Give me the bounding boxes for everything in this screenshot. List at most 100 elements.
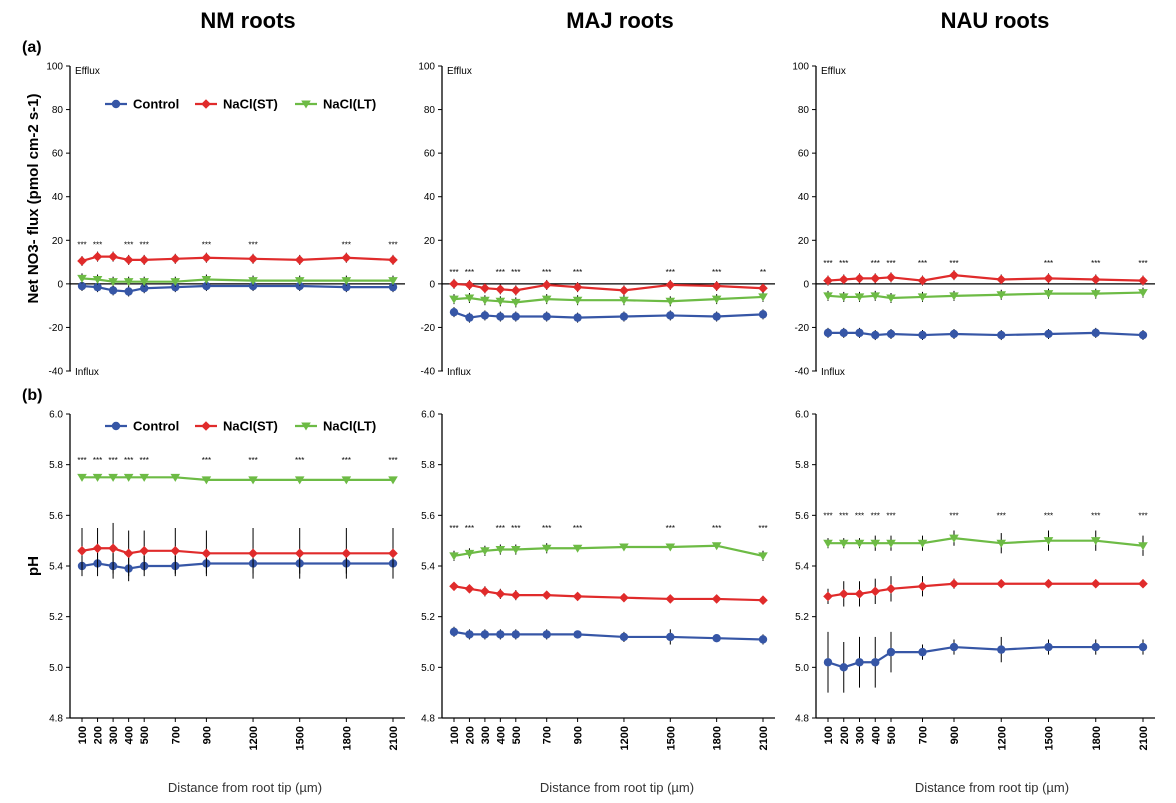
data-point-nacl-lt <box>886 294 896 303</box>
x-tick-label: 1800 <box>341 726 353 750</box>
significance-marker: *** <box>248 456 257 465</box>
data-point-nacl-st <box>1090 578 1101 589</box>
data-point-nacl-st <box>949 578 959 589</box>
significance-marker: *** <box>1138 512 1147 521</box>
data-point-nacl-st <box>711 594 722 604</box>
data-point-nacl-lt <box>449 295 459 304</box>
data-point-nacl-lt <box>711 295 722 304</box>
y-tick-label: 40 <box>52 192 64 203</box>
significance-marker: *** <box>542 524 551 533</box>
x-tick-label: 500 <box>139 726 151 744</box>
data-point-nacl-lt <box>823 292 833 301</box>
data-point-nacl-st <box>480 586 490 597</box>
x-tick-label: 1500 <box>295 726 307 750</box>
data-point-nacl-lt <box>464 294 475 303</box>
y-tick-label: 80 <box>798 105 810 116</box>
y-tick-label: 0 <box>57 279 63 290</box>
data-point-nacl-st <box>92 251 103 262</box>
x-tick-label: 400 <box>495 726 507 744</box>
x-tick-label: 500 <box>511 726 523 744</box>
data-point-control <box>496 312 505 321</box>
data-point-nacl-st <box>665 594 676 604</box>
legend: Control NaCl(ST) NaCl(LT) <box>105 419 376 434</box>
data-point-nacl-lt <box>341 476 352 485</box>
data-point-nacl-st <box>996 274 1007 285</box>
data-point-nacl-lt <box>511 546 521 555</box>
significance-marker: *** <box>666 524 675 533</box>
data-point-nacl-st <box>572 282 583 292</box>
data-point-nacl-st <box>823 275 833 286</box>
panel-b-nau-roots: 4.8 5.0 5.2 5.4 5.6 5.8 6.0 100 200 300 400 500 700 9… <box>795 410 1155 750</box>
y-tick-label: 5.4 <box>421 562 435 573</box>
data-point-nacl-st <box>949 270 959 280</box>
data-point-control <box>465 313 474 322</box>
column-title-nau: NAU roots <box>941 8 1050 33</box>
significance-marker: *** <box>388 456 397 465</box>
data-point-nacl-lt <box>838 293 849 302</box>
x-tick-label: 900 <box>949 726 961 744</box>
data-point-nacl-lt <box>886 539 896 548</box>
data-point-nacl-st <box>495 284 506 295</box>
data-point-nacl-lt <box>996 291 1007 300</box>
significance-marker: *** <box>758 524 767 533</box>
y-tick-label: 5.6 <box>49 511 63 522</box>
panel-b-maj-roots: 4.8 5.0 5.2 5.4 5.6 5.8 6.0 100 200 300 400 500 700 9… <box>421 410 775 750</box>
y-tick-label: 6.0 <box>421 410 435 421</box>
data-point-control <box>712 634 721 643</box>
panel-a-nm-roots: -40 -20 0 20 40 60 80 100 Efflux Influx Net NO3- f… <box>25 62 405 378</box>
data-point-control <box>1091 642 1100 652</box>
significance-marker: *** <box>918 259 927 268</box>
significance-marker: *** <box>465 524 474 533</box>
data-point-nacl-lt <box>170 473 181 482</box>
data-point-control <box>573 313 582 322</box>
y-tick-label: 80 <box>424 105 436 116</box>
y-tick-label: 40 <box>798 192 810 203</box>
significance-marker: *** <box>140 456 149 465</box>
data-point-nacl-lt <box>511 298 521 307</box>
significance-marker: *** <box>511 268 520 277</box>
data-point-control <box>619 632 629 642</box>
data-point-nacl-lt <box>541 544 552 553</box>
data-point-control <box>886 647 896 657</box>
x-tick-label: 400 <box>870 726 882 744</box>
x-tick-label: 2100 <box>388 726 400 750</box>
data-point-nacl-st <box>541 280 552 290</box>
data-point-nacl-st <box>123 548 134 559</box>
series-nacl-st <box>77 251 398 266</box>
significance-marker: *** <box>855 512 864 521</box>
data-point-nacl-st <box>294 255 305 265</box>
x-tick-label: 2100 <box>758 726 770 750</box>
significance-marker: *** <box>871 512 880 521</box>
significance-marker: *** <box>997 512 1006 521</box>
legend-label-control: Control <box>133 419 179 434</box>
y-tick-label: 20 <box>424 236 436 247</box>
data-point-nacl-lt <box>1138 289 1148 298</box>
significance-marker: *** <box>542 268 551 277</box>
significance-marker: *** <box>77 456 86 465</box>
x-tick-label: 300 <box>108 726 120 744</box>
significance-marker: *** <box>342 241 351 250</box>
data-point-nacl-lt <box>201 476 212 485</box>
data-point-nacl-st <box>201 252 212 263</box>
y-tick-label: 5.6 <box>421 511 435 522</box>
significance-marker: *** <box>666 268 675 277</box>
significance-marker: *** <box>388 241 397 250</box>
series-nacl-st <box>77 522 398 579</box>
data-point-nacl-st <box>449 279 459 289</box>
data-point-control <box>573 630 582 639</box>
y-tick-label: 4.8 <box>795 714 809 725</box>
significance-marker: *** <box>1044 512 1053 521</box>
data-point-nacl-lt <box>108 278 118 287</box>
x-tick-label: 200 <box>93 726 105 744</box>
data-point-nacl-st <box>170 546 181 556</box>
data-point-nacl-st <box>886 272 896 283</box>
data-point-nacl-lt <box>92 473 103 482</box>
data-point-control <box>823 658 833 667</box>
legend-marker-nacl-st <box>201 421 211 431</box>
significance-marker: ** <box>760 268 766 277</box>
panel-a-nau-roots: -40 -20 0 20 40 60 80 100 Efflux Influx *** *** *** *… <box>792 62 1155 378</box>
x-tick-label: 100 <box>77 726 89 744</box>
panel-label-b: (b) <box>22 387 42 404</box>
significance-marker: *** <box>823 259 832 268</box>
